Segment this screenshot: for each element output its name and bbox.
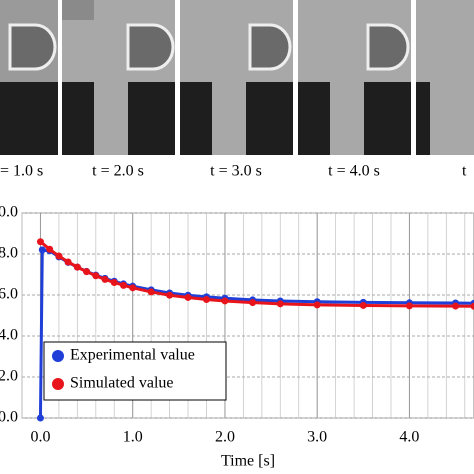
legend-marker <box>52 350 64 362</box>
data-point <box>221 297 229 305</box>
x-tick-label: 1.0 <box>123 429 143 446</box>
x-tick-label: 3.0 <box>307 429 327 446</box>
data-point <box>313 301 321 309</box>
y-tick-label: 0.0 <box>0 409 18 426</box>
data-point <box>202 296 210 304</box>
legend-box <box>43 341 227 401</box>
panel <box>298 0 411 155</box>
data-point <box>405 302 413 310</box>
data-point <box>470 302 474 310</box>
data-point <box>166 291 174 299</box>
panel <box>62 0 175 155</box>
data-point <box>276 300 284 308</box>
panel <box>0 0 58 155</box>
x-axis-label: Time [s] <box>221 453 275 470</box>
y-tick-label: 8.0 <box>0 245 18 262</box>
panel-label: = 1.0 s <box>0 163 43 180</box>
data-point <box>452 302 460 310</box>
y-tick-label: 2.0 <box>0 368 18 385</box>
data-point <box>92 272 100 280</box>
data-point <box>83 268 91 276</box>
data-point <box>147 288 155 296</box>
legend-marker <box>52 378 64 390</box>
micrographs <box>0 0 474 155</box>
data-point <box>46 245 54 253</box>
data-point <box>64 258 72 266</box>
legend-label: Simulated value <box>70 375 174 392</box>
legend-label: Experimental value <box>70 347 195 364</box>
y-tick-label: 4.0 <box>0 327 18 344</box>
data-point <box>36 238 44 246</box>
data-point <box>73 263 81 271</box>
x-tick-label: 4.0 <box>399 429 419 446</box>
panel-label: t = 4.0 s <box>328 163 380 180</box>
y-tick-label: 10.0 <box>0 204 18 221</box>
data-point <box>38 246 46 254</box>
x-tick-label: 2.0 <box>215 429 235 446</box>
panel <box>416 0 474 155</box>
data-point <box>184 293 192 301</box>
data-point <box>101 275 109 283</box>
data-point <box>36 414 44 422</box>
data-point <box>129 284 137 292</box>
y-tick-label: 6.0 <box>0 286 18 303</box>
data-point <box>359 301 367 309</box>
panel <box>180 0 293 155</box>
panel-label: t <box>462 163 467 180</box>
panel-label: t = 3.0 s <box>210 163 262 180</box>
x-tick-label: 0.0 <box>30 429 50 446</box>
data-point <box>249 299 257 307</box>
data-point <box>119 281 127 289</box>
panel-label: t = 2.0 s <box>92 163 144 180</box>
data-point <box>110 278 118 286</box>
data-point <box>55 252 63 260</box>
